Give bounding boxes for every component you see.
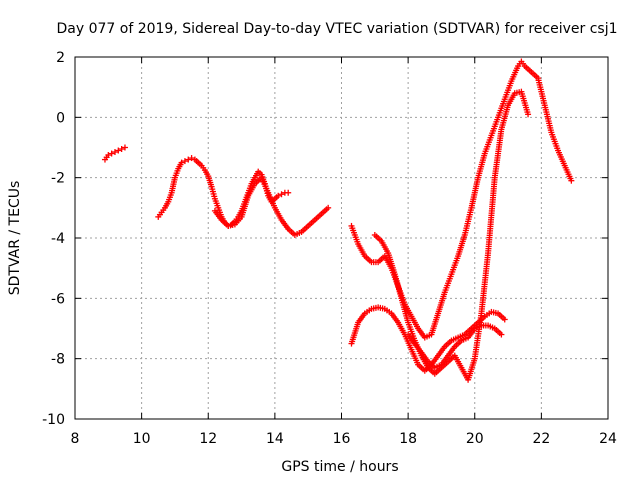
data-marks bbox=[101, 58, 575, 383]
data-point bbox=[525, 111, 532, 118]
x-tick-label: 8 bbox=[71, 431, 80, 447]
data-point bbox=[185, 156, 192, 163]
data-series bbox=[405, 322, 505, 371]
data-point bbox=[181, 158, 188, 165]
y-tick-label: -8 bbox=[51, 352, 65, 368]
y-axis-label: SDTVAR / TECUs bbox=[7, 181, 23, 296]
y-tick-label: -6 bbox=[51, 291, 65, 307]
x-tick-label: 20 bbox=[466, 431, 484, 447]
x-tick-label: 10 bbox=[133, 431, 151, 447]
x-tick-label: 24 bbox=[599, 431, 617, 447]
x-tick-label: 16 bbox=[333, 431, 351, 447]
y-tick-label: -10 bbox=[42, 412, 65, 428]
y-tick-label: 2 bbox=[56, 50, 65, 66]
x-tick-labels: 8 10 12 14 16 18 20 22 24 bbox=[71, 431, 617, 447]
plot-frame bbox=[74, 56, 609, 420]
data-point bbox=[178, 159, 185, 166]
data-point bbox=[501, 316, 508, 323]
data-point bbox=[111, 149, 118, 156]
data-point bbox=[325, 204, 332, 211]
data-point bbox=[118, 146, 125, 153]
y-tick-labels: 2 0 -2 -4 -6 -8 -10 bbox=[42, 50, 65, 428]
y-tick-label: -4 bbox=[51, 231, 65, 247]
data-point bbox=[188, 155, 195, 162]
data-series bbox=[371, 88, 532, 383]
data-point bbox=[568, 177, 575, 184]
data-point bbox=[278, 191, 285, 198]
data-point bbox=[108, 150, 115, 157]
data-point bbox=[285, 189, 292, 196]
data-series bbox=[101, 144, 128, 163]
data-series bbox=[348, 58, 575, 341]
x-tick-label: 12 bbox=[199, 431, 217, 447]
x-tick-label: 14 bbox=[266, 431, 284, 447]
y-tick-label: -2 bbox=[51, 171, 65, 187]
data-series bbox=[211, 174, 332, 238]
data-point bbox=[275, 192, 282, 199]
data-point bbox=[121, 144, 128, 151]
x-axis-label: GPS time / hours bbox=[281, 459, 398, 475]
data-point bbox=[115, 147, 122, 154]
x-tick-label: 18 bbox=[399, 431, 417, 447]
grid-lines bbox=[75, 57, 608, 419]
y-tick-label: 0 bbox=[56, 110, 65, 126]
data-point bbox=[498, 331, 505, 338]
data-point bbox=[105, 152, 112, 159]
x-tick-label: 22 bbox=[532, 431, 550, 447]
chart-title: Day 077 of 2019, Sidereal Day-to-day VTE… bbox=[56, 21, 617, 37]
